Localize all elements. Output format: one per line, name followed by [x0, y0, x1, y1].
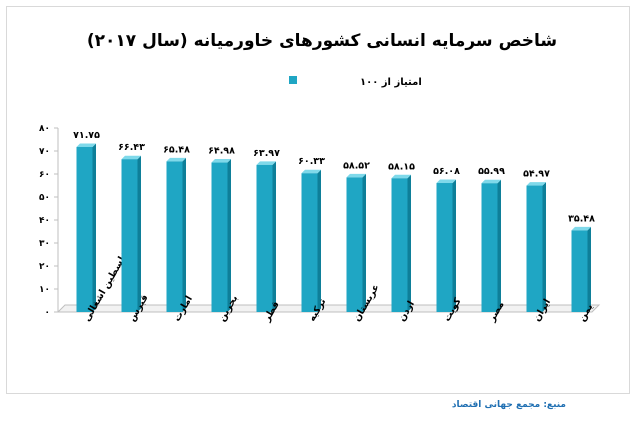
bar-value-label: ۵۸.۱۵	[388, 161, 415, 172]
bar-value-label: ۶۳.۹۷	[253, 148, 280, 159]
bar-side	[542, 182, 546, 312]
bar-side	[497, 179, 501, 312]
bar-side	[317, 169, 321, 312]
bar-value-label: ۳۵.۴۸	[568, 213, 595, 224]
bar-value-label: ۵۸.۵۲	[343, 160, 370, 171]
bar	[436, 183, 453, 312]
y-tick-label: ۵۰	[39, 193, 50, 203]
bar	[391, 178, 408, 312]
bar-value-label: ۵۴.۹۷	[523, 169, 550, 180]
bar-value-label: ۶۴.۹۸	[208, 146, 235, 157]
bar	[256, 164, 273, 312]
bar	[121, 159, 138, 312]
y-tick-label: ۳۰	[39, 239, 50, 249]
source-note: منبع: مجمع جهانی اقتصاد	[451, 400, 566, 410]
y-tick-label: ۶۰	[39, 170, 50, 180]
chart-floor	[56, 304, 601, 313]
y-tick-label: ۷۰	[39, 147, 50, 157]
bar	[346, 177, 363, 312]
bar-side	[92, 143, 96, 312]
bar-top	[301, 169, 321, 174]
bar	[481, 183, 498, 312]
bar-top	[436, 179, 456, 184]
bar-side	[272, 161, 276, 312]
bar-side	[407, 174, 411, 312]
y-tick-label: ۰	[45, 308, 51, 318]
bar-top	[76, 143, 96, 147]
bar	[571, 230, 588, 312]
bar-value-label: ۷۱.۷۵	[73, 130, 100, 141]
bar-value-label: ۶۵.۴۸	[163, 144, 190, 155]
bar-top	[481, 179, 501, 184]
bar-top	[211, 159, 231, 163]
bar-value-label: ۵۶.۰۸	[433, 166, 460, 177]
bar	[166, 161, 183, 312]
bar	[301, 173, 318, 312]
bar-side	[137, 155, 141, 312]
bar-top	[526, 182, 546, 186]
legend-label: امتیاز از ۱۰۰	[360, 77, 422, 88]
y-tick-label: ۱۰	[39, 285, 50, 295]
bar-top	[346, 173, 366, 178]
bar	[76, 146, 93, 312]
bar-side	[452, 179, 456, 312]
chart-title: شاخص سرمایه انسانی کشورهای خاورمیانه (سا…	[87, 31, 557, 51]
bar-side	[227, 159, 231, 312]
bar-top	[121, 155, 141, 160]
bar-side	[182, 157, 186, 312]
bar	[526, 185, 543, 312]
bar-top	[571, 226, 591, 231]
bar	[211, 162, 228, 312]
bar-side	[362, 173, 366, 312]
y-tick-label: ۴۰	[39, 216, 50, 226]
bar-top	[256, 161, 276, 165]
legend: امتیاز از ۱۰۰	[289, 76, 422, 88]
bar-top	[166, 157, 186, 162]
bar-side	[587, 226, 591, 312]
y-tick-label: ۸۰	[39, 124, 50, 134]
bar-value-label: ۶۶.۴۳	[118, 142, 145, 153]
bar-value-label: ۵۵.۹۹	[478, 166, 505, 177]
bar-value-label: ۶۰.۳۳	[298, 156, 325, 167]
legend-swatch	[289, 76, 297, 84]
bar-top	[391, 174, 411, 179]
y-tick-label: ۲۰	[39, 262, 50, 272]
